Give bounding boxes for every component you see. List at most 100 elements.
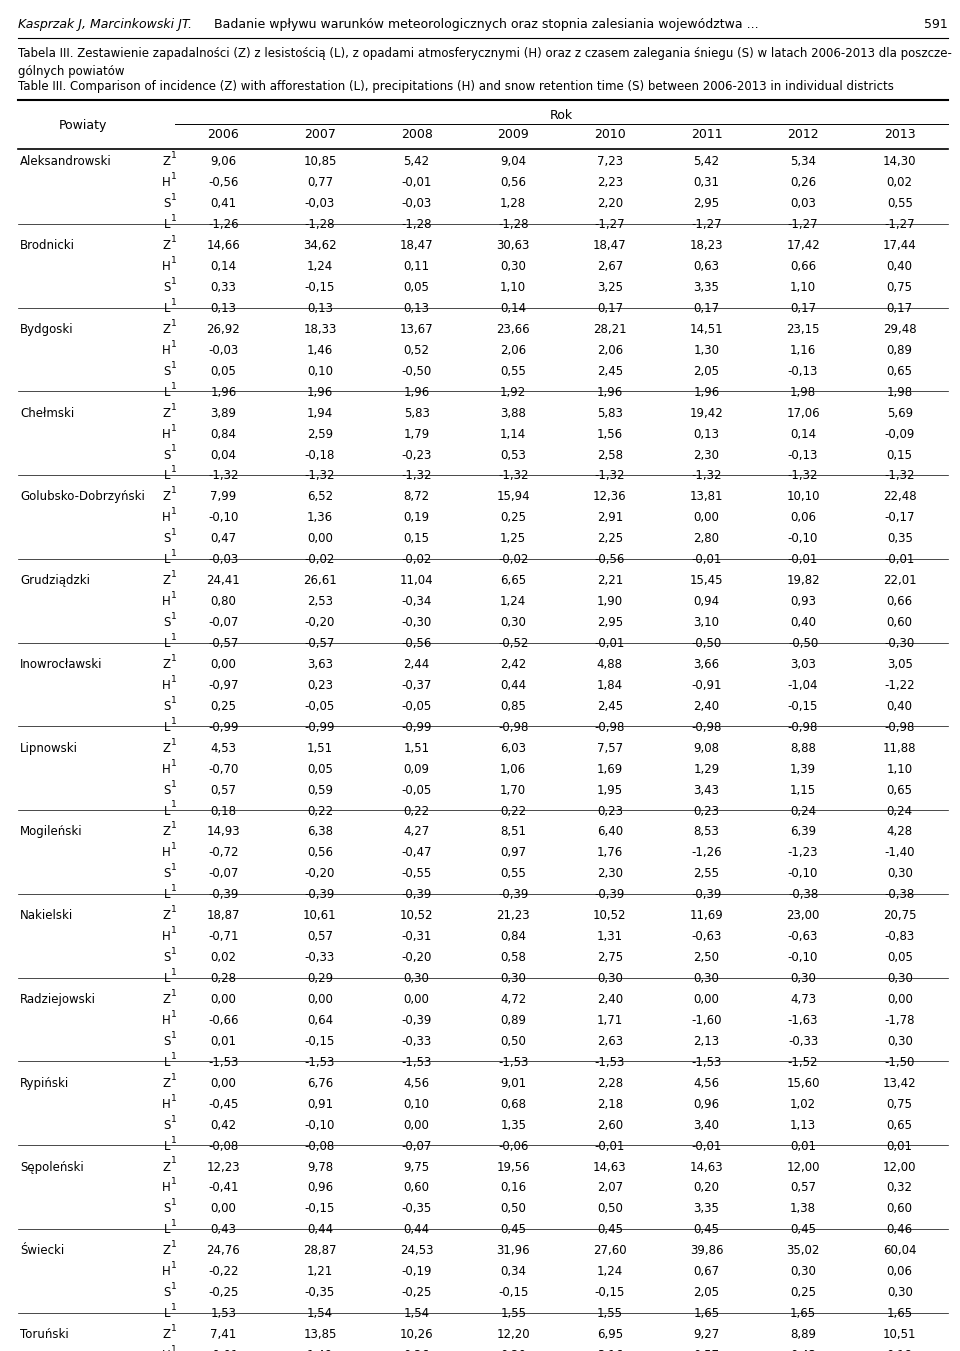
- Text: -0,07: -0,07: [208, 867, 238, 881]
- Text: -0,01: -0,01: [401, 176, 432, 189]
- Text: Z: Z: [162, 155, 170, 169]
- Text: 23,00: 23,00: [786, 909, 820, 923]
- Text: 0,45: 0,45: [500, 1224, 526, 1236]
- Text: 7,99: 7,99: [210, 490, 236, 504]
- Text: 2,40: 2,40: [597, 993, 623, 1006]
- Text: 18,47: 18,47: [399, 239, 433, 253]
- Text: 5,34: 5,34: [790, 155, 816, 169]
- Text: -0,01: -0,01: [594, 1140, 625, 1152]
- Text: 0,94: 0,94: [693, 596, 719, 608]
- Text: 31,96: 31,96: [496, 1244, 530, 1258]
- Text: 0,00: 0,00: [210, 1077, 236, 1090]
- Text: 0,24: 0,24: [790, 805, 816, 817]
- Text: 0,66: 0,66: [887, 596, 913, 608]
- Text: H: H: [161, 596, 170, 608]
- Text: 1: 1: [171, 1073, 177, 1082]
- Text: -0,20: -0,20: [401, 951, 432, 965]
- Text: Z: Z: [162, 239, 170, 253]
- Text: -1,32: -1,32: [208, 470, 239, 482]
- Text: -1,32: -1,32: [788, 470, 818, 482]
- Text: -0,20: -0,20: [304, 867, 335, 881]
- Text: -1,28: -1,28: [304, 219, 335, 231]
- Text: 4,53: 4,53: [210, 742, 236, 755]
- Text: 0,26: 0,26: [790, 176, 816, 189]
- Text: -0,01: -0,01: [788, 554, 818, 566]
- Text: -0,70: -0,70: [208, 763, 238, 775]
- Text: 6,38: 6,38: [307, 825, 333, 839]
- Text: -0,55: -0,55: [401, 867, 432, 881]
- Text: 0,43: 0,43: [210, 1224, 236, 1236]
- Text: 2009: 2009: [497, 128, 529, 142]
- Text: 0,57: 0,57: [307, 931, 333, 943]
- Text: 0,30: 0,30: [887, 973, 913, 985]
- Text: 0,25: 0,25: [210, 700, 236, 713]
- Text: 0,00: 0,00: [887, 993, 913, 1006]
- Text: 0,20: 0,20: [693, 1182, 719, 1194]
- Text: -0,05: -0,05: [401, 700, 432, 713]
- Text: Rypiński: Rypiński: [20, 1077, 69, 1090]
- Text: -0,13: -0,13: [788, 365, 818, 378]
- Text: S: S: [163, 281, 170, 295]
- Text: 17,44: 17,44: [883, 239, 917, 253]
- Text: 0,13: 0,13: [210, 303, 236, 315]
- Text: 9,75: 9,75: [403, 1161, 430, 1174]
- Text: 1,13: 1,13: [790, 1119, 816, 1132]
- Text: 1,10: 1,10: [887, 763, 913, 775]
- Text: Grudziądzki: Grudziądzki: [20, 574, 90, 588]
- Text: 0,43: 0,43: [790, 1350, 816, 1351]
- Text: 0,09: 0,09: [403, 763, 429, 775]
- Text: 8,88: 8,88: [790, 742, 816, 755]
- Text: 1: 1: [171, 299, 177, 307]
- Text: -0,07: -0,07: [401, 1140, 432, 1152]
- Text: 1: 1: [171, 905, 177, 915]
- Text: 1,90: 1,90: [597, 596, 623, 608]
- Text: 0,30: 0,30: [887, 1035, 913, 1048]
- Text: -0,02: -0,02: [304, 554, 335, 566]
- Text: 0,13: 0,13: [403, 303, 429, 315]
- Text: 9,27: 9,27: [693, 1328, 720, 1342]
- Text: 12,36: 12,36: [593, 490, 627, 504]
- Text: -0,05: -0,05: [401, 784, 432, 797]
- Text: -0,30: -0,30: [884, 638, 915, 650]
- Text: 15,45: 15,45: [689, 574, 723, 588]
- Text: 0,84: 0,84: [210, 428, 236, 440]
- Text: 0,45: 0,45: [693, 1224, 719, 1236]
- Text: -0,08: -0,08: [208, 1140, 238, 1152]
- Text: -0,56: -0,56: [401, 638, 432, 650]
- Text: 0,30: 0,30: [500, 261, 526, 273]
- Text: 0,30: 0,30: [693, 973, 719, 985]
- Text: 2,20: 2,20: [597, 197, 623, 211]
- Text: -1,23: -1,23: [788, 847, 818, 859]
- Text: 0,33: 0,33: [210, 281, 236, 295]
- Text: -0,15: -0,15: [788, 700, 818, 713]
- Text: 1: 1: [171, 801, 177, 809]
- Text: 12,00: 12,00: [786, 1161, 820, 1174]
- Text: 11,04: 11,04: [399, 574, 433, 588]
- Text: S: S: [163, 1035, 170, 1048]
- Text: 21,23: 21,23: [496, 909, 530, 923]
- Text: -0,15: -0,15: [594, 1286, 625, 1300]
- Text: 0,67: 0,67: [693, 1266, 719, 1278]
- Text: 0,30: 0,30: [887, 867, 913, 881]
- Text: 1: 1: [171, 863, 177, 873]
- Text: 1: 1: [171, 1198, 177, 1208]
- Text: Bydgoski: Bydgoski: [20, 323, 74, 336]
- Text: 8,53: 8,53: [693, 825, 719, 839]
- Text: -0,39: -0,39: [401, 1015, 432, 1027]
- Text: 11,88: 11,88: [883, 742, 917, 755]
- Text: 28,87: 28,87: [303, 1244, 337, 1258]
- Text: 0,14: 0,14: [500, 303, 526, 315]
- Text: -1,27: -1,27: [788, 219, 818, 231]
- Text: 1: 1: [171, 1220, 177, 1228]
- Text: -0,03: -0,03: [401, 197, 432, 211]
- Text: 0,40: 0,40: [887, 261, 913, 273]
- Text: 0,30: 0,30: [790, 973, 816, 985]
- Text: 0,16: 0,16: [500, 1182, 526, 1194]
- Text: -0,10: -0,10: [208, 512, 238, 524]
- Text: -0,98: -0,98: [594, 721, 625, 734]
- Text: 0,15: 0,15: [887, 449, 913, 462]
- Text: 0,58: 0,58: [500, 951, 526, 965]
- Text: -0,56: -0,56: [594, 554, 625, 566]
- Text: 0,10: 0,10: [307, 365, 333, 378]
- Text: S: S: [163, 700, 170, 713]
